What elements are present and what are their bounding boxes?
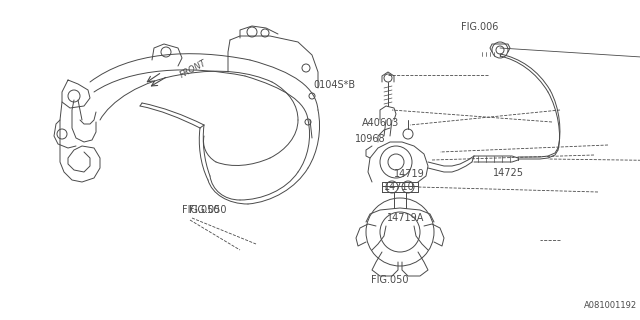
Text: 14719A: 14719A: [387, 212, 424, 223]
Text: A40603: A40603: [362, 118, 399, 128]
Text: 0104S*B: 0104S*B: [314, 80, 356, 90]
Text: A081001192: A081001192: [584, 301, 637, 310]
Text: 10968: 10968: [355, 134, 386, 144]
Text: FRONT: FRONT: [178, 59, 207, 80]
Text: FIG.006: FIG.006: [461, 22, 498, 32]
Text: 14710: 14710: [384, 182, 415, 192]
Text: 14719: 14719: [394, 169, 424, 180]
Text: FIG.050: FIG.050: [371, 275, 409, 285]
Text: FIG.050: FIG.050: [182, 204, 220, 215]
Text: FIG.050: FIG.050: [189, 204, 227, 215]
Text: 14725: 14725: [493, 168, 524, 178]
